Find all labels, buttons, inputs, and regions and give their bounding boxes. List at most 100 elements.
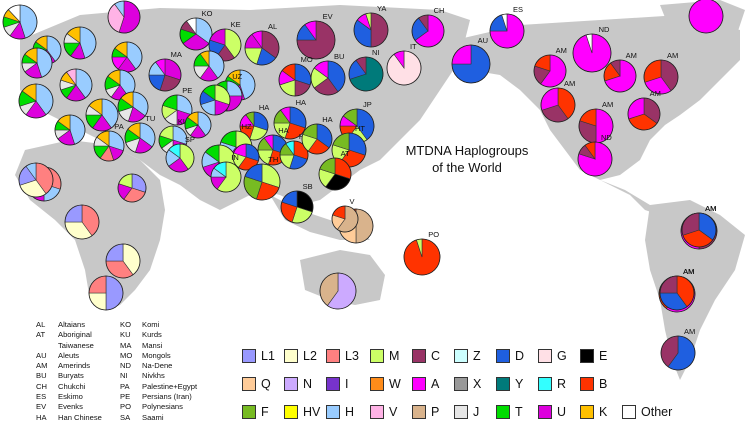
abbreviation-row: AM Amerinds [36,361,102,371]
abbreviation-name: Mansi [142,340,163,350]
pie-outline [310,60,346,96]
legend-label: E [599,349,608,363]
pie-unlabeled [117,173,147,203]
legend-swatch [538,405,552,419]
legend-item-w: W [370,375,401,393]
legend-item-k: K [580,403,607,421]
legend-label: Other [641,405,673,419]
pie-ha: HA [273,98,307,140]
pie-outline [93,130,125,162]
pie-in: IN [210,153,242,193]
legend-item-f: F [242,403,269,421]
legend-swatch [370,377,384,391]
legend-swatch [538,349,552,363]
abbreviation-code: KO [120,320,131,329]
pie-outline [318,157,352,191]
pie-label: HA [322,115,332,124]
pie-outline [577,141,613,177]
legend-swatch [454,377,468,391]
pie-label: AT [341,149,350,158]
abbreviation-name: Persians (Iran) [142,392,192,402]
legend-item-r: R [538,375,566,393]
abbreviation-code: AT [36,330,46,340]
pie-outline [660,335,696,371]
pie-outline [199,84,231,116]
pie-label: AM [626,51,637,60]
pie-sb: SB [280,182,314,224]
abbreviation-code [36,341,58,351]
legend-label: G [557,349,567,363]
pie-ch: CH [411,6,444,48]
legend-item-x: X [454,375,481,393]
legend-label: V [389,405,398,419]
pie-at: AT [318,149,352,191]
abbreviation-row: HA Han Chinese [36,413,102,423]
pie-label: BU [334,52,344,61]
legend-label: W [389,377,401,391]
abbreviation-name: Altaians [58,320,86,329]
abbreviation-code: EV [36,402,47,412]
pie-outline [403,238,441,276]
legend-swatch [370,349,384,363]
pie-outline [2,4,38,40]
pie-label: EV [323,12,333,21]
pie-outline [124,122,156,154]
pie-ha: HA [239,103,269,141]
abbreviation-code: MO [120,350,133,360]
legend-swatch [496,377,510,391]
legend-swatch [496,405,510,419]
pie-am: AM [681,204,717,248]
legend-label: A [431,377,440,391]
legend-item-i: I [326,375,348,393]
pie-slice-p [355,208,374,244]
abbreviation-name: Amerinds [58,361,91,371]
pie-outline [627,97,661,131]
pie-outline [105,243,141,279]
abbreviation-name: Kurds [142,330,162,340]
pie-nd: ND [572,25,612,73]
pie-outline [280,190,314,224]
pie-label: PA [114,122,123,131]
pie-outline [273,106,307,140]
legend-swatch [454,405,468,419]
pie-label: IN [231,153,239,162]
abbreviation-row: SA Saami [120,413,197,423]
pie-label: KU [178,117,188,126]
pie-unlabeled [54,114,86,146]
legend-label: T [515,405,523,419]
legend-swatch [454,349,468,363]
legend-label: N [303,377,313,391]
pie-outline [18,162,54,198]
pie-outline [88,275,124,311]
pie-outline [117,91,149,123]
legend-swatch [284,405,298,419]
legend-swatch [370,405,384,419]
legend-label: B [599,377,608,391]
legend-item-n: N [284,375,312,393]
legend-item-c: C [412,347,440,365]
pie-outline [489,13,525,49]
abbreviation-list-col2: KO Komi KU Kurds MA Mansi MO Mongols ND Na-Dene NI… [120,320,197,423]
legend-item-d: D [496,347,524,365]
legend-item-y: Y [496,375,523,393]
pie-ma: MA [148,50,182,92]
legend-item-l1: L1 [242,347,275,365]
legend-label: H [345,405,355,419]
pie-label: MA [171,50,182,59]
pie-outline [659,275,695,311]
pie-unlabeled [59,68,93,102]
pie-unlabeled [117,91,149,123]
pie-unlabeled [18,162,54,198]
abbreviation-name: Komi [142,320,160,329]
pie-label: TU [145,114,155,123]
pie-ku: KU [158,117,188,155]
legend-item-q: Q [242,375,271,393]
legend-item-b: B [580,375,607,393]
pie-outline [148,58,182,92]
pie-unlabeled [232,143,260,171]
abbreviation-code: AL [36,320,46,329]
abbreviation-name: Nivkhs [142,371,165,381]
pie-label: SB [303,182,313,191]
legend-item-p: P [412,403,439,421]
legend-label: U [557,405,567,419]
